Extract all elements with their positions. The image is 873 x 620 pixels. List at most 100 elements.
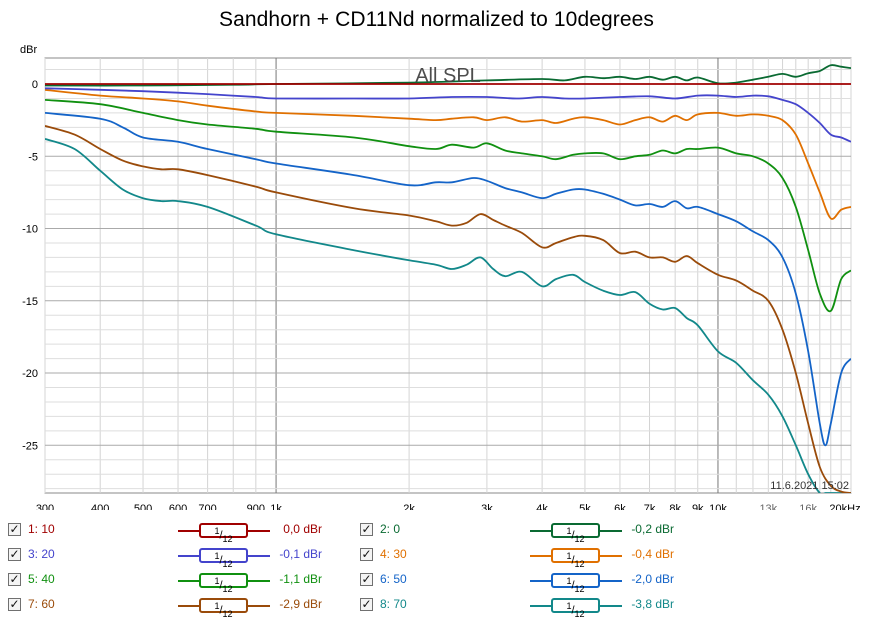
x-tick-label: 20kHz — [829, 503, 860, 510]
legend-label: 4: 30 — [380, 547, 407, 561]
grid-lines — [44, 58, 852, 493]
smoothing-label: 1/12 — [551, 523, 600, 544]
y-tick-label: -20 — [22, 368, 38, 380]
legend-line-swatch — [530, 580, 551, 582]
y-tick-label: -25 — [22, 440, 38, 452]
smoothing-button[interactable]: 1/12 — [178, 546, 270, 569]
legend-item: ✓ 4: 30 1/12 -0,4 dBr — [352, 546, 702, 569]
legend-label: 2: 0 — [380, 522, 401, 536]
x-tick-label: 300 — [36, 503, 54, 510]
legend-value: -3,8 dBr — [631, 597, 674, 611]
x-tick-label: 500 — [134, 503, 152, 510]
smoothing-label: 1/12 — [199, 523, 248, 544]
legend-value: -0,2 dBr — [631, 522, 674, 536]
legend-line-swatch — [600, 580, 622, 582]
legend-line-swatch — [530, 555, 551, 557]
legend-label: 6: 50 — [380, 572, 407, 586]
x-tick-label: 6k — [614, 503, 626, 510]
series-line-3 — [45, 87, 851, 143]
tick-labels: 300 400 500 600 700 900 1k 2k 3k 4k 5k 6k 7k 8k 9k 10k 1… — [22, 79, 861, 510]
x-tick-label: 13k — [759, 503, 777, 510]
checkbox-icon[interactable]: ✓ — [8, 522, 21, 536]
legend-label: 5: 40 — [28, 572, 55, 586]
smoothing-button[interactable]: 1/12 — [178, 521, 270, 544]
legend-line-swatch — [530, 530, 551, 532]
legend-line-swatch — [178, 530, 199, 532]
series-line-5 — [45, 99, 851, 313]
timestamp-label: 11.6.2021 15:02 — [770, 480, 849, 492]
legend-label: 7: 60 — [28, 597, 55, 611]
series-line-6 — [45, 112, 851, 447]
x-tick-label: 2k — [403, 503, 415, 510]
series-line-8 — [45, 138, 851, 493]
plot-area — [44, 57, 852, 494]
smoothing-label: 1/12 — [199, 598, 248, 619]
x-tick-label: 600 — [169, 503, 187, 510]
y-tick-label: -5 — [28, 151, 38, 163]
smoothing-button[interactable]: 1/12 — [178, 596, 270, 619]
x-tick-label: 700 — [198, 503, 216, 510]
legend-line-swatch — [248, 580, 270, 582]
legend-item: ✓ 3: 20 1/12 -0,1 dBr — [0, 546, 350, 569]
smoothing-label: 1/12 — [551, 573, 600, 594]
legend-value: 0,0 dBr — [283, 522, 322, 536]
checkbox-icon[interactable]: ✓ — [8, 572, 21, 586]
y-axis-label: dBr — [20, 44, 37, 56]
x-tick-label: 900 — [247, 503, 265, 510]
legend-label: 3: 20 — [28, 547, 55, 561]
x-tick-label: 400 — [91, 503, 109, 510]
checkbox-icon[interactable]: ✓ — [360, 522, 373, 536]
legend-line-swatch — [248, 605, 270, 607]
checkbox-icon[interactable]: ✓ — [8, 597, 21, 611]
x-tick-label: 9k — [692, 503, 704, 510]
x-tick-label: 8k — [669, 503, 681, 510]
y-tick-label: -10 — [22, 224, 38, 236]
legend-line-swatch — [600, 530, 622, 532]
smoothing-label: 1/12 — [551, 548, 600, 569]
x-tick-label: 1k — [270, 503, 282, 510]
y-tick-label: -15 — [22, 296, 38, 308]
legend-line-swatch — [178, 605, 199, 607]
legend-item: ✓ 5: 40 1/12 -1,1 dBr — [0, 571, 350, 594]
smoothing-button[interactable]: 1/12 — [530, 521, 622, 544]
checkbox-icon[interactable]: ✓ — [360, 597, 373, 611]
series-line-2 — [45, 64, 851, 87]
x-tick-label: 10k — [709, 503, 727, 510]
chart-title: Sandhorn + CD11Nd normalized to 10degree… — [218, 8, 655, 31]
smoothing-label: 1/12 — [199, 573, 248, 594]
x-tick-label: 16k — [799, 503, 817, 510]
smoothing-button[interactable]: 1/12 — [178, 571, 270, 594]
legend-value: -0,1 dBr — [279, 547, 322, 561]
smoothing-button[interactable]: 1/12 — [530, 546, 622, 569]
legend-item: ✓ 7: 60 1/12 -2,9 dBr — [0, 596, 350, 619]
legend-line-swatch — [248, 530, 270, 532]
smoothing-label: 1/12 — [199, 548, 248, 569]
legend-value: -1,1 dBr — [279, 572, 322, 586]
series-line-4 — [45, 88, 851, 220]
smoothing-label: 1/12 — [551, 598, 600, 619]
x-tick-label: 7k — [644, 503, 656, 510]
legend-value: -2,0 dBr — [631, 572, 674, 586]
legend-line-swatch — [530, 605, 551, 607]
checkbox-icon[interactable]: ✓ — [360, 547, 373, 561]
legend-item: ✓ 2: 0 1/12 -0,2 dBr — [352, 521, 702, 544]
smoothing-button[interactable]: 1/12 — [530, 571, 622, 594]
x-tick-label: 3k — [481, 503, 493, 510]
legend-line-swatch — [600, 605, 622, 607]
legend-line-swatch — [600, 555, 622, 557]
legend-value: -0,4 dBr — [631, 547, 674, 561]
legend-label: 8: 70 — [380, 597, 407, 611]
legend-line-swatch — [248, 555, 270, 557]
smoothing-button[interactable]: 1/12 — [530, 596, 622, 619]
series-line-7 — [45, 125, 851, 493]
legend-item: ✓ 8: 70 1/12 -3,8 dBr — [352, 596, 702, 619]
checkbox-icon[interactable]: ✓ — [360, 572, 373, 586]
x-tick-label: 4k — [536, 503, 548, 510]
checkbox-icon[interactable]: ✓ — [8, 547, 21, 561]
legend-item: ✓ 1: 10 1/12 0,0 dBr — [0, 521, 350, 544]
series-layer — [45, 64, 851, 493]
legend-value: -2,9 dBr — [279, 597, 322, 611]
legend-line-swatch — [178, 580, 199, 582]
legend-label: 1: 10 — [28, 522, 55, 536]
watermark-label: All SPL — [415, 65, 481, 87]
